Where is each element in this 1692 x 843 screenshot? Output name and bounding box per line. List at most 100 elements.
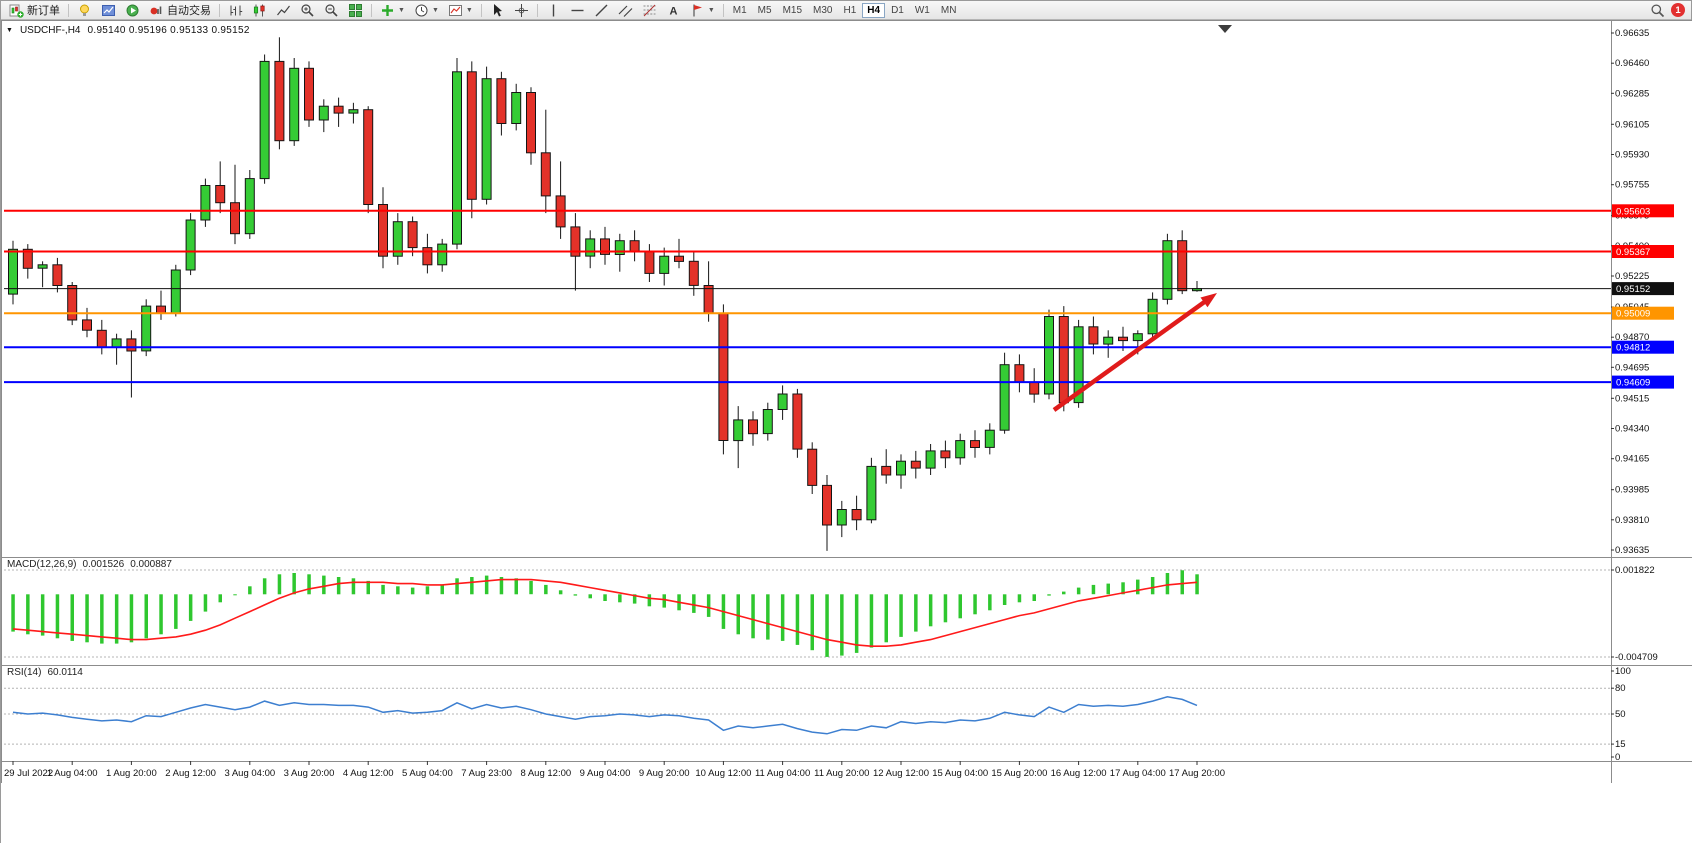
candle <box>230 202 240 235</box>
macd-bar <box>292 573 296 595</box>
time-tick-label: 17 Aug 04:00 <box>1110 768 1166 779</box>
candle <box>1103 336 1114 345</box>
candle <box>67 285 78 321</box>
horizontal-line-button[interactable] <box>566 2 589 19</box>
market-watch-button[interactable] <box>97 2 120 19</box>
candle <box>1118 336 1128 342</box>
macd-bar <box>396 586 400 595</box>
candle <box>1029 381 1040 395</box>
time-tick-label: 12 Aug 12:00 <box>873 768 929 779</box>
candle <box>970 440 980 449</box>
symbol-dropdown-icon[interactable]: ▼ <box>6 27 13 34</box>
rsi-line <box>12 696 1198 735</box>
candle <box>644 250 655 274</box>
rsi-indicator-label: RSI(14) 60.0114 <box>7 667 83 678</box>
macd-bar <box>573 594 578 596</box>
candle <box>792 393 803 450</box>
macd-bar <box>751 594 755 639</box>
bar-chart-button[interactable] <box>224 2 247 19</box>
zoom-in-button[interactable] <box>296 2 319 19</box>
zoom-out-button[interactable] <box>320 2 343 19</box>
macd-bar <box>100 594 104 644</box>
cursor-button[interactable] <box>486 2 509 19</box>
macd-signal-line <box>12 578 1198 648</box>
price-tick-label: 0.95755 <box>1615 180 1649 191</box>
price-line-label-text: 0.95009 <box>1616 309 1650 320</box>
dropdown-caret-icon: ▼ <box>398 6 405 14</box>
candle <box>333 105 344 114</box>
timeframe-button-h1[interactable]: H1 <box>838 3 861 18</box>
candle <box>466 71 477 200</box>
text-button[interactable]: A <box>662 2 685 19</box>
macd-bar <box>810 594 814 651</box>
candle <box>1058 316 1069 404</box>
line-chart-icon <box>277 5 290 15</box>
time-tick-label: 10 Aug 12:00 <box>695 768 751 779</box>
horizontal-line-icon <box>571 9 584 11</box>
periods-button[interactable]: ▼ <box>410 2 443 19</box>
candle <box>940 450 951 459</box>
candlestick-chart-button[interactable] <box>248 2 271 19</box>
candle <box>437 243 448 266</box>
macd-bar <box>188 594 193 621</box>
timeframe-button-h4[interactable]: H4 <box>862 2 886 18</box>
timeframe-button-w1[interactable]: W1 <box>910 3 935 18</box>
line-chart-button[interactable] <box>272 2 295 19</box>
crosshair-button[interactable] <box>510 2 533 19</box>
arrows-button[interactable]: ▼ <box>686 2 719 19</box>
price-line-label-box <box>1612 375 1674 389</box>
candle <box>836 509 847 526</box>
search-icon[interactable] <box>1650 3 1665 18</box>
macd-bar <box>544 584 548 595</box>
macd-bar <box>854 594 859 653</box>
timeframe-button-m15[interactable]: M15 <box>778 3 807 18</box>
candle <box>511 92 522 124</box>
macd-bar <box>618 594 622 603</box>
chart-shift-marker-icon <box>1218 25 1232 33</box>
vertical-line-icon <box>552 4 555 16</box>
candle <box>1073 326 1084 404</box>
macd-indicator-label: MACD(12,26,9) 0.001526 0.000887 <box>7 559 172 570</box>
timeframe-toolbar: M1 M5 M15 M30 H1 H4 D1 W1 MN <box>728 2 962 18</box>
trendline-button[interactable] <box>590 2 613 19</box>
timeframe-button-m5[interactable]: M5 <box>753 3 777 18</box>
timeframe-button-d1[interactable]: D1 <box>886 3 909 18</box>
channel-button[interactable] <box>614 2 637 19</box>
time-tick-label: 1 Aug 20:00 <box>106 768 157 779</box>
toolbar-right-group: 1 <box>1650 3 1687 18</box>
macd-bar <box>588 594 592 599</box>
macd-bar <box>336 577 341 595</box>
price-chart[interactable]: 0.96635 0.96460 0.96285 0.96105 0.95930 0.957… <box>1 20 1692 843</box>
tile-windows-button[interactable] <box>344 2 367 19</box>
notification-badge[interactable]: 1 <box>1671 3 1685 17</box>
price-tick-label: 0.94515 <box>1615 393 1649 404</box>
macd-bar <box>262 578 267 595</box>
autotrading-button[interactable]: 自动交易 <box>145 2 215 19</box>
macd-bar <box>1062 591 1066 595</box>
macd-bar <box>1017 594 1022 603</box>
timeframe-button-m1[interactable]: M1 <box>728 3 752 18</box>
metaeditor-button[interactable] <box>73 2 96 19</box>
price-tick-label: 0.93985 <box>1615 485 1649 496</box>
chart-symbol-period: USDCHF-,H4 <box>19 25 81 36</box>
time-tick-label: 11 Aug 04:00 <box>755 768 810 779</box>
timeframe-button-mn[interactable]: MN <box>936 3 962 18</box>
time-tick-label: 2 Aug 12:00 <box>165 768 216 779</box>
price-line-label-text: 0.95152 <box>1616 284 1650 295</box>
price-line-label-text: 0.94812 <box>1616 343 1650 354</box>
time-tick-label: 1 Aug 04:00 <box>47 768 98 779</box>
macd-bar <box>470 577 474 595</box>
macd-bar <box>277 574 282 595</box>
templates-button[interactable]: ▼ <box>444 2 477 19</box>
candle <box>318 105 329 121</box>
candle <box>200 185 211 221</box>
macd-bar <box>1076 587 1081 595</box>
new-order-button[interactable]: 新订单 <box>5 2 64 19</box>
strategy-tester-button[interactable] <box>121 2 144 19</box>
indicators-button[interactable]: ▼ <box>376 2 409 19</box>
macd-name: MACD(12,26,9) <box>7 559 77 570</box>
vertical-line-button[interactable] <box>542 2 565 19</box>
fibonacci-button[interactable] <box>638 2 661 19</box>
new-order-icon <box>9 4 24 18</box>
timeframe-button-m30[interactable]: M30 <box>808 3 837 18</box>
